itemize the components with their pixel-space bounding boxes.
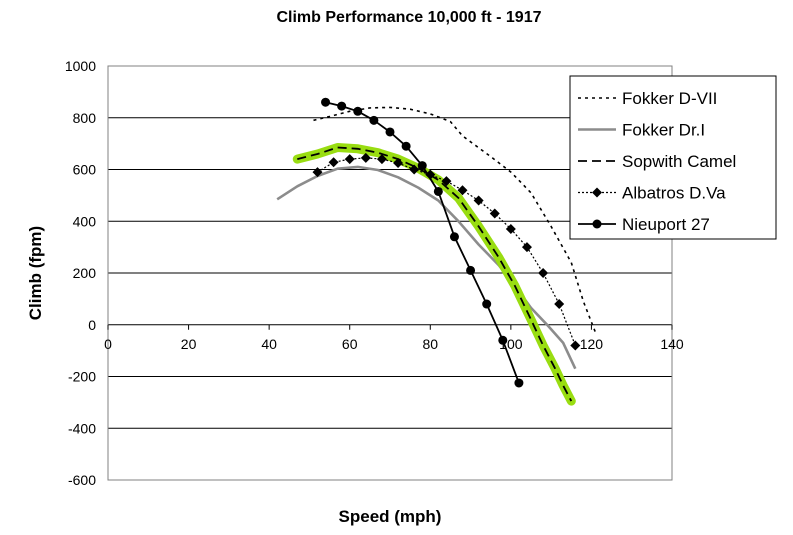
x-tick-label: 40 [261,336,277,352]
data-point [489,208,500,219]
data-point [328,157,339,168]
x-tick-label: 60 [342,336,358,352]
legend-label: Sopwith Camel [622,152,736,171]
data-point [449,232,459,242]
data-point [417,161,427,171]
data-point [360,152,371,163]
x-tick-label: 100 [499,336,523,352]
series-fokker-d-vii [313,106,597,333]
y-tick-label: 400 [73,213,97,229]
data-point [466,265,476,275]
legend-label: Albatros D.Va [622,184,726,203]
y-tick-label: 200 [73,265,97,281]
y-tick-label: 1000 [65,58,96,74]
series-line [276,165,577,370]
x-axis-ticks: 0 20 40 60 80 100 120 140 [104,324,684,352]
legend-item: Fokker Dr.I [578,121,705,140]
data-point [393,158,404,169]
legend-label: Fokker D-VII [622,89,717,108]
data-point [498,335,508,345]
y-axis-ticks: 1000 800 600 400 200 0 -200 -400 -600 [65,58,96,488]
data-point [369,115,379,125]
data-point [409,164,420,175]
y-tick-label: -400 [68,420,96,436]
series-sopwith-camel [292,143,576,406]
y-tick-label: -600 [68,472,96,488]
data-point [441,176,452,187]
data-point [344,154,355,165]
x-tick-label: 80 [422,336,438,352]
legend-item: Sopwith Camel [578,152,736,171]
legend-label: Fokker Dr.I [622,121,705,140]
legend-marker [592,219,602,229]
x-tick-label: 20 [181,336,197,352]
y-tick-label: 800 [73,110,97,126]
series-line [297,146,573,402]
legend-item: Nieuport 27 [578,215,710,234]
y-axis-title: Climb (fpm) [26,226,45,320]
legend: Fokker D-VII Fokker Dr.I Sopwith Camel Alba… [569,75,777,240]
series-layer [276,97,597,406]
data-point [337,101,347,111]
x-tick-label: 0 [104,336,112,352]
plot-area-border [107,65,673,481]
data-point [457,185,468,196]
data-point [505,224,516,235]
data-point [376,154,387,165]
data-point [312,167,323,178]
series-line [313,106,597,333]
data-point [538,268,549,278]
y-tick-label: 0 [88,317,96,333]
legend-label: Nieuport 27 [622,215,710,234]
data-point [473,195,484,206]
chart-title: Climb Performance 10,000 ft - 1917 [276,9,541,26]
legend-item: Fokker D-VII [578,89,717,108]
x-axis-title: Speed (mph) [339,507,442,526]
data-point [401,141,411,151]
x-tick-label: 120 [580,336,604,352]
series-albatros-d-va [312,152,581,351]
data-point [514,378,524,388]
series-nieuport-27 [321,97,524,388]
data-point [521,242,532,253]
data-point [321,97,331,107]
legend-marker [592,187,602,198]
series-fokker-dr-i [276,165,577,370]
data-point [353,106,363,116]
data-point [482,299,492,309]
legend-box [569,75,777,240]
data-point [433,186,443,196]
data-point [385,127,395,137]
y-tick-label: -200 [68,369,96,385]
data-point [570,340,581,351]
y-tick-label: 600 [73,162,97,178]
x-tick-label: 140 [660,336,684,352]
data-point [425,169,436,180]
legend-item: Albatros D.Va [578,184,726,203]
gridlines [108,117,672,429]
data-point [554,299,565,310]
